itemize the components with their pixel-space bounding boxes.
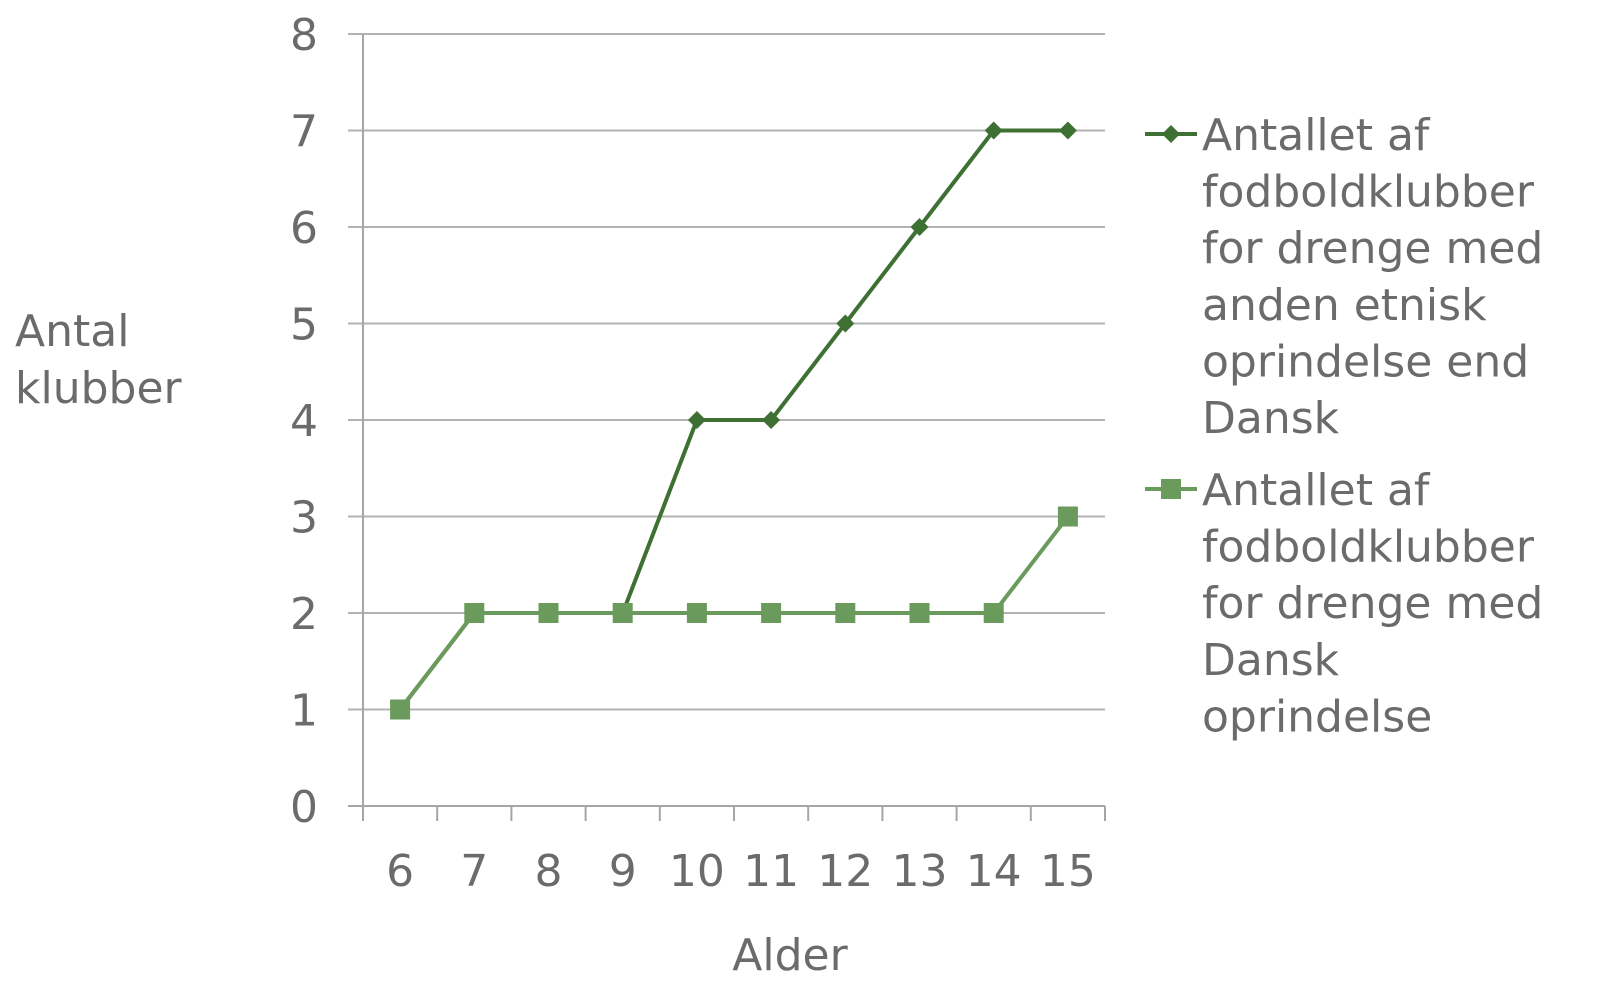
legend-label-line: anden etnisk: [1202, 280, 1487, 331]
legend-item: Antallet af fodboldklubber for drenge med a…: [1145, 110, 1543, 444]
legend-label-line: Dansk: [1202, 393, 1340, 444]
legend-label-line: fodboldklubber: [1202, 522, 1535, 573]
diamond-marker: [1162, 125, 1180, 143]
y-tick-label: 0: [290, 782, 318, 833]
square-marker: [761, 603, 782, 623]
legend-label-line: oprindelse: [1202, 691, 1432, 742]
y-tick-labels: 0 1 2 3 4 5 6 7 8: [290, 10, 318, 833]
square-marker: [909, 603, 930, 623]
square-marker: [835, 603, 856, 623]
diamond-marker: [762, 411, 781, 429]
y-tick-label: 3: [290, 493, 318, 544]
y-tick-label: 7: [290, 107, 318, 158]
square-marker: [464, 603, 485, 623]
x-tick-label: 6: [386, 846, 414, 897]
axes: [348, 34, 1106, 821]
square-marker: [983, 603, 1004, 623]
series-2: [390, 506, 1078, 720]
x-tick-label: 10: [669, 846, 725, 897]
y-axis-title-line: klubber: [15, 363, 183, 414]
legend: Antallet af fodboldklubber for drenge med a…: [1145, 110, 1543, 742]
legend-item: Antallet af fodboldklubber for drenge med D…: [1145, 465, 1543, 742]
y-tick-label: 2: [290, 589, 318, 640]
legend-label-line: fodboldklubber: [1202, 167, 1535, 218]
y-tick-label: 4: [290, 396, 318, 447]
square-marker: [1161, 479, 1181, 499]
square-marker: [1057, 506, 1078, 527]
y-axis-title: Antal klubber: [15, 306, 183, 414]
x-tick-label: 14: [966, 846, 1022, 897]
square-marker: [538, 603, 559, 623]
diamond-marker: [836, 314, 855, 333]
x-tick-label: 13: [892, 846, 948, 897]
diamond-marker: [984, 121, 1003, 140]
x-tick-label: 12: [817, 846, 873, 897]
x-tick-label: 7: [460, 846, 488, 897]
diamond-marker: [687, 411, 706, 429]
legend-label-line: Antallet af: [1202, 465, 1431, 516]
legend-label-line: for drenge med: [1202, 223, 1543, 274]
legend-label-line: Dansk: [1202, 635, 1340, 686]
y-axis-title-line: Antal: [15, 306, 129, 357]
x-tick-label: 11: [743, 846, 799, 897]
x-tick-label: 15: [1040, 846, 1096, 897]
legend-label-line: oprindelse end: [1202, 336, 1529, 387]
diamond-marker: [1058, 121, 1077, 140]
series-line: [398, 515, 1070, 711]
x-tick-labels: 6 7 8 9 10 11 12 13 14 15: [386, 846, 1096, 897]
legend-label-line: Antallet af: [1202, 110, 1431, 161]
x-tick-label: 8: [535, 846, 563, 897]
y-tick-label: 1: [290, 686, 318, 737]
x-axis-title: Alder: [732, 930, 848, 981]
y-tick-label: 6: [290, 203, 318, 254]
x-tick-label: 9: [609, 846, 637, 897]
y-tick-label: 8: [290, 10, 318, 61]
square-marker: [390, 699, 411, 720]
legend-label: Antallet af fodboldklubber for drenge med D…: [1202, 465, 1543, 742]
legend-label: Antallet af fodboldklubber for drenge med a…: [1202, 110, 1543, 444]
series: [390, 121, 1078, 720]
square-marker: [686, 603, 707, 623]
square-marker: [612, 603, 633, 623]
y-tick-label: 5: [290, 300, 318, 351]
legend-label-line: for drenge med: [1202, 578, 1543, 629]
diamond-marker: [910, 218, 929, 236]
